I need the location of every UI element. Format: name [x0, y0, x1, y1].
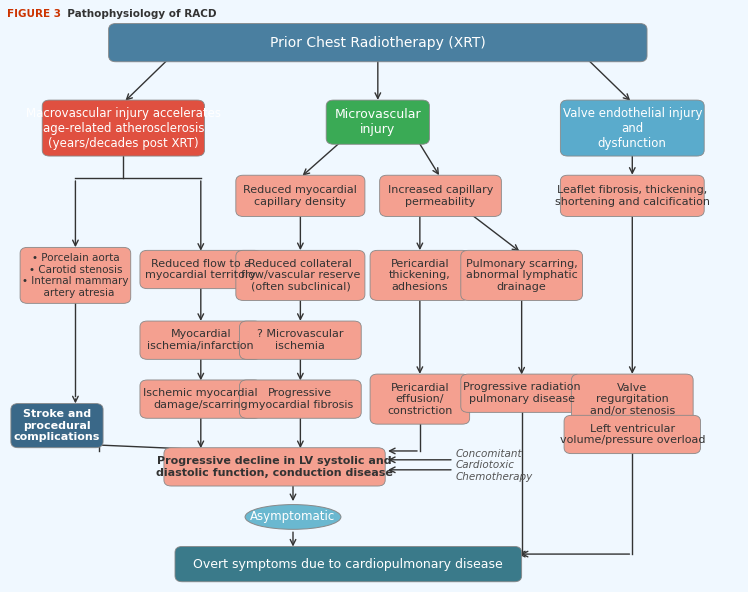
- FancyBboxPatch shape: [380, 175, 501, 217]
- Ellipse shape: [245, 504, 341, 529]
- FancyBboxPatch shape: [20, 247, 131, 303]
- Text: Increased capillary
permeability: Increased capillary permeability: [387, 185, 493, 207]
- Text: Valve
regurgitation
and/or stenosis: Valve regurgitation and/or stenosis: [589, 382, 675, 416]
- FancyBboxPatch shape: [140, 321, 262, 359]
- Text: Pathophysiology of RACD: Pathophysiology of RACD: [60, 9, 216, 19]
- Text: • Porcelain aorta
• Carotid stenosis
• Internal mammary
  artery atresia: • Porcelain aorta • Carotid stenosis • I…: [22, 253, 129, 298]
- Text: Left ventricular
volume/pressure overload: Left ventricular volume/pressure overloa…: [560, 424, 705, 445]
- FancyBboxPatch shape: [236, 250, 365, 300]
- Text: Macrovascular injury accelerates
age-related atherosclerosis
(years/decades post: Macrovascular injury accelerates age-rel…: [26, 107, 221, 150]
- Text: Pericardial
effusion/
constriction: Pericardial effusion/ constriction: [387, 382, 453, 416]
- FancyBboxPatch shape: [108, 24, 647, 62]
- Text: Concomitant
Cardiotoxic
Chemotherapy: Concomitant Cardiotoxic Chemotherapy: [456, 449, 533, 482]
- FancyBboxPatch shape: [239, 380, 361, 419]
- Text: Leaflet fibrosis, thickening,
shortening and calcification: Leaflet fibrosis, thickening, shortening…: [555, 185, 710, 207]
- FancyBboxPatch shape: [239, 321, 361, 359]
- Text: Reduced collateral
flow/vascular reserve
(often subclinical): Reduced collateral flow/vascular reserve…: [241, 259, 360, 292]
- FancyBboxPatch shape: [42, 100, 204, 156]
- FancyBboxPatch shape: [11, 404, 103, 448]
- Text: Progressive
myocardial fibrosis: Progressive myocardial fibrosis: [248, 388, 353, 410]
- Text: Pericardial
thickening,
adhesions: Pericardial thickening, adhesions: [389, 259, 451, 292]
- Text: Microvascular
injury: Microvascular injury: [334, 108, 421, 136]
- FancyBboxPatch shape: [564, 416, 701, 453]
- FancyBboxPatch shape: [560, 175, 704, 217]
- Text: ? Microvascular
ischemia: ? Microvascular ischemia: [257, 329, 343, 351]
- Text: Asymptomatic: Asymptomatic: [251, 510, 336, 523]
- FancyBboxPatch shape: [370, 250, 470, 300]
- FancyBboxPatch shape: [326, 100, 429, 144]
- Text: Ischemic myocardial
damage/scarring: Ischemic myocardial damage/scarring: [144, 388, 258, 410]
- FancyBboxPatch shape: [236, 175, 365, 217]
- FancyBboxPatch shape: [571, 374, 693, 424]
- Text: Overt symptoms due to cardiopulmonary disease: Overt symptoms due to cardiopulmonary di…: [194, 558, 503, 571]
- Text: Myocardial
ischemia/infarction: Myocardial ischemia/infarction: [147, 329, 254, 351]
- Text: Stroke and
procedural
complications: Stroke and procedural complications: [13, 409, 100, 442]
- Text: Progressive radiation
pulmonary disease: Progressive radiation pulmonary disease: [463, 382, 580, 404]
- Text: FIGURE 3: FIGURE 3: [7, 9, 61, 19]
- FancyBboxPatch shape: [140, 250, 262, 289]
- FancyBboxPatch shape: [175, 546, 521, 582]
- FancyBboxPatch shape: [461, 374, 583, 413]
- Text: Prior Chest Radiotherapy (XRT): Prior Chest Radiotherapy (XRT): [270, 36, 485, 50]
- FancyBboxPatch shape: [140, 380, 262, 419]
- Text: Valve endothelial injury
and
dysfunction: Valve endothelial injury and dysfunction: [562, 107, 702, 150]
- FancyBboxPatch shape: [560, 100, 704, 156]
- Text: Reduced flow to a
myocardial territory: Reduced flow to a myocardial territory: [145, 259, 257, 280]
- Text: Reduced myocardial
capillary density: Reduced myocardial capillary density: [243, 185, 358, 207]
- FancyBboxPatch shape: [461, 250, 583, 300]
- Text: Pulmonary scarring,
abnormal lymphatic
drainage: Pulmonary scarring, abnormal lymphatic d…: [466, 259, 577, 292]
- FancyBboxPatch shape: [164, 448, 385, 486]
- Text: Progressive decline in LV systolic and
diastolic function, conduction disease: Progressive decline in LV systolic and d…: [156, 456, 393, 478]
- FancyBboxPatch shape: [370, 374, 470, 424]
